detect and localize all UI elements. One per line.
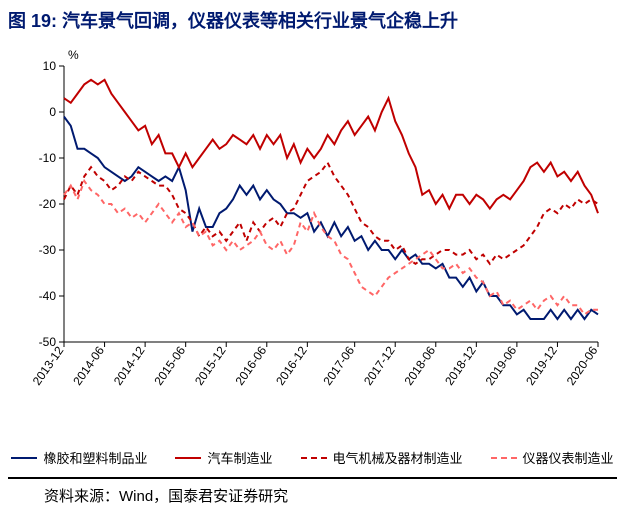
svg-text:-10: -10 bbox=[39, 151, 57, 165]
legend-label: 仪器仪表制造业 bbox=[523, 448, 614, 467]
svg-text:2014-06: 2014-06 bbox=[70, 344, 107, 388]
y-axis-unit: % bbox=[68, 48, 79, 62]
svg-text:2013-12: 2013-12 bbox=[30, 344, 67, 388]
legend-label: 电气机械及器材制造业 bbox=[333, 448, 463, 467]
svg-text:2016-12: 2016-12 bbox=[273, 344, 310, 388]
svg-text:-30: -30 bbox=[39, 243, 57, 257]
svg-text:-20: -20 bbox=[39, 197, 57, 211]
svg-text:2014-12: 2014-12 bbox=[111, 344, 148, 388]
chart-container: % -50-40-30-20-100102013-122014-062014-1… bbox=[8, 42, 608, 442]
svg-text:2018-12: 2018-12 bbox=[442, 344, 479, 388]
legend-swatch bbox=[175, 457, 201, 459]
svg-text:2020-06: 2020-06 bbox=[564, 344, 601, 388]
figure-title: 图 19: 汽车景气回调，仪器仪表等相关行业景气企稳上升 bbox=[8, 8, 617, 34]
source-separator bbox=[8, 477, 617, 479]
line-chart: -50-40-30-20-100102013-122014-062014-122… bbox=[8, 42, 608, 442]
legend-swatch bbox=[11, 457, 37, 459]
legend-label: 橡胶和塑料制品业 bbox=[43, 448, 147, 467]
svg-text:2019-12: 2019-12 bbox=[523, 344, 560, 388]
svg-text:2017-12: 2017-12 bbox=[361, 344, 398, 388]
svg-text:10: 10 bbox=[43, 59, 57, 73]
svg-text:0: 0 bbox=[49, 105, 56, 119]
svg-text:2017-06: 2017-06 bbox=[320, 344, 357, 388]
legend-swatch bbox=[301, 457, 327, 459]
svg-text:2019-06: 2019-06 bbox=[483, 344, 520, 388]
legend-item: 橡胶和塑料制品业 bbox=[11, 448, 147, 467]
legend: 橡胶和塑料制品业 汽车制造业 电气机械及器材制造业 仪器仪表制造业 bbox=[8, 448, 617, 467]
svg-text:2015-06: 2015-06 bbox=[151, 344, 188, 388]
svg-text:2015-12: 2015-12 bbox=[192, 344, 229, 388]
svg-text:-40: -40 bbox=[39, 289, 57, 303]
legend-swatch bbox=[491, 457, 517, 459]
svg-text:2016-06: 2016-06 bbox=[233, 344, 270, 388]
legend-item: 仪器仪表制造业 bbox=[491, 448, 614, 467]
legend-label: 汽车制造业 bbox=[207, 448, 272, 467]
legend-item: 电气机械及器材制造业 bbox=[301, 448, 463, 467]
source-text: 资料来源：Wind，国泰君安证券研究 bbox=[44, 485, 617, 506]
svg-text:2018-06: 2018-06 bbox=[401, 344, 438, 388]
legend-item: 汽车制造业 bbox=[175, 448, 272, 467]
